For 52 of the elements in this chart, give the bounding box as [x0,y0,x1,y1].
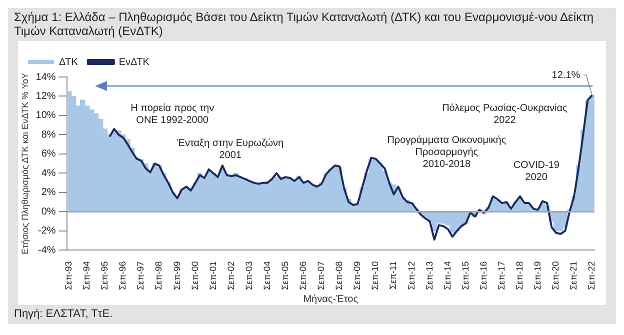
x-tick-label: Σεπ-17 [496,261,506,290]
x-tick-label: Σεπ-06 [298,261,308,290]
x-tick-label: Σεπ-96 [118,261,128,290]
x-tick-label: Σεπ-19 [532,261,543,290]
x-tick-label: Σεπ-12 [406,261,416,290]
x-tick-label: Σεπ-07 [316,261,326,290]
x-tick-label: Σεπ-98 [154,261,164,290]
y-axis-title: Ετήσιος Πληθωρισμός ΔΤΚ και ΕνΔΤΚ % YoY [20,72,30,254]
x-tick-label: Σεπ-18 [514,261,524,290]
x-tick-label: Σεπ-03 [244,261,254,290]
y-tick-label: 8% [41,129,56,140]
text: Πηγή: ΕΛΣΤΑΤ, ΤτΕ. [13,307,114,322]
y-tick-label: 10% [36,110,56,122]
annotation: Πόλεμος Ρωσίας-Ουκρανίας 2022 [442,103,568,128]
x-tick-label: Σεπ-93 [64,261,74,290]
y-tick-label: 6% [41,148,56,160]
annotation: COVID-19 2020 [513,160,560,184]
x-tick-label: Σεπ-22 [586,261,597,290]
x-tick-label: Σεπ-21 [568,261,579,290]
x-tick-label: Σεπ-00 [190,261,200,290]
legend-label: ΕνΔΤΚ [118,56,150,68]
x-tick-label: Σεπ-14 [442,261,452,290]
x-tick-label: Σεπ-94 [82,261,92,290]
y-tick-label: 14% [36,72,56,83]
x-tick-label: Σεπ-05 [280,261,290,290]
x-tick-label: Σεπ-01 [208,261,218,290]
x-tick-label: Σεπ-20 [550,261,561,290]
x-tick-label: Σεπ-09 [352,261,362,290]
x-tick-label: Σεπ-13 [424,261,434,290]
y-tick-label: -2% [38,226,56,237]
y-tick-label: 4% [41,168,56,179]
chart-title: Σχήμα 1: Ελλάδα – Πληθωρισμός Βάσει του Δείκτη Τιμών Καταναλωτή (ΔΤΚ) και του Εναρμονισμέ-νου Δείκτη Τιμών Καταναλωτή (ΕνΔΤΚ) [13,10,594,40]
annotation: Η πορεία προς την ONE 1992-2000 [130,103,214,128]
x-tick-label: Σεπ-02 [226,261,236,290]
y-tick-label: 2% [41,187,56,198]
annotation: 12.1% [552,70,580,81]
x-tick-label: Σεπ-11 [388,261,398,290]
y-tick-label: 0% [41,206,56,218]
x-tick-label: Σεπ-15 [460,261,470,290]
annotation: Ένταξη στην Ευρωζώνη 2001 [177,138,284,162]
x-axis-title: Μήνας-Έτος [303,294,358,305]
y-tick-label: 12% [36,90,56,102]
x-tick-label: Σεπ-95 [100,261,110,290]
x-tick-label: Σεπ-08 [334,261,344,290]
annotation: Προγράμματα Οικονομικής Προσαρμογής 2010-2018 [387,135,506,172]
x-tick-label: Σεπ-10 [370,261,380,290]
x-tick-label: Σεπ-04 [262,261,272,290]
x-tick-label: Σεπ-99 [172,261,182,290]
x-tick-label: Σεπ-97 [136,261,146,290]
x-tick-label: Σεπ-16 [478,261,488,290]
y-tick-label: -4% [38,244,56,256]
legend-label: ΔΤΚ [59,56,78,68]
